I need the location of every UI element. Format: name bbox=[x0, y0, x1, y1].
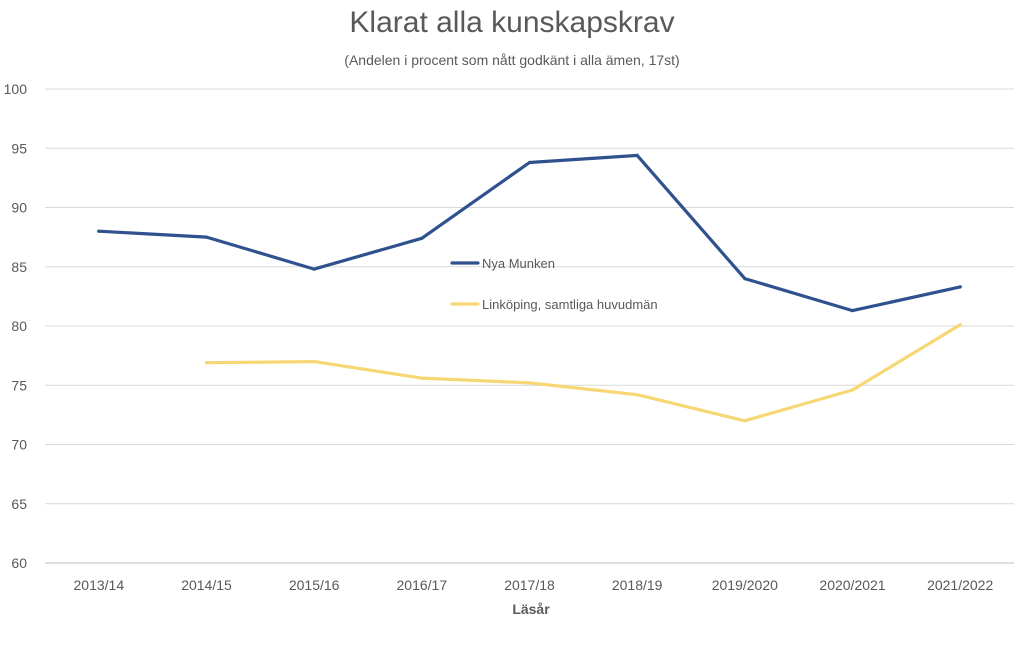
series-line-1 bbox=[204, 323, 962, 423]
x-tick-label: 2016/17 bbox=[397, 577, 448, 593]
x-tick-label: 2020/2021 bbox=[819, 577, 885, 593]
y-tick-label: 65 bbox=[11, 496, 27, 512]
y-tick-label: 90 bbox=[11, 200, 27, 216]
y-tick-label: 60 bbox=[11, 555, 27, 571]
chart-subtitle: (Andelen i procent som nått godkänt i al… bbox=[344, 52, 680, 68]
x-axis-label: Läsår bbox=[512, 601, 550, 617]
x-axis-ticks: 2013/14 2014/15 2015/16 2016/17 2017/18 2018/… bbox=[74, 577, 994, 593]
data-point bbox=[420, 376, 424, 380]
x-tick-label: 2018/19 bbox=[612, 577, 663, 593]
data-point bbox=[312, 359, 316, 364]
data-point bbox=[958, 285, 962, 289]
y-tick-label: 75 bbox=[11, 377, 27, 393]
data-point bbox=[312, 267, 316, 271]
series-lines bbox=[97, 153, 962, 423]
legend-label: Linköping, samtliga huvudmän bbox=[482, 297, 658, 312]
gridlines bbox=[45, 88, 1014, 564]
data-point bbox=[420, 236, 424, 240]
y-tick-label: 80 bbox=[11, 318, 27, 334]
data-point bbox=[204, 235, 209, 239]
x-tick-label: 2021/2022 bbox=[927, 577, 993, 593]
legend-item: Nya Munken bbox=[450, 256, 555, 271]
legend: Nya Munken Linköping, samtliga huvudmän bbox=[450, 256, 658, 312]
data-point bbox=[635, 393, 639, 397]
data-point bbox=[850, 388, 855, 392]
data-point bbox=[204, 361, 209, 365]
y-tick-label: 70 bbox=[11, 437, 27, 453]
legend-item: Linköping, samtliga huvudmän bbox=[450, 297, 658, 312]
x-tick-label: 2019/2020 bbox=[712, 577, 778, 593]
chart-title: Klarat alla kunskapskrav bbox=[349, 6, 675, 39]
data-point bbox=[850, 308, 855, 313]
y-axis-ticks: 60 65 70 75 80 85 90 95 100 bbox=[4, 81, 28, 571]
data-point bbox=[743, 277, 747, 281]
data-point bbox=[527, 160, 532, 165]
x-tick-label: 2017/18 bbox=[504, 577, 555, 593]
data-point bbox=[527, 381, 532, 385]
x-tick-label: 2013/14 bbox=[74, 577, 125, 593]
x-tick-label: 2015/16 bbox=[289, 577, 340, 593]
data-point bbox=[635, 153, 639, 157]
y-tick-label: 95 bbox=[11, 140, 27, 156]
x-tick-label: 2014/15 bbox=[181, 577, 232, 593]
y-tick-label: 85 bbox=[11, 259, 27, 275]
data-point bbox=[743, 419, 747, 423]
data-point bbox=[97, 229, 101, 233]
legend-label: Nya Munken bbox=[482, 256, 555, 271]
y-tick-label: 100 bbox=[4, 81, 28, 97]
series-line-0 bbox=[97, 153, 962, 313]
data-point bbox=[958, 323, 962, 327]
